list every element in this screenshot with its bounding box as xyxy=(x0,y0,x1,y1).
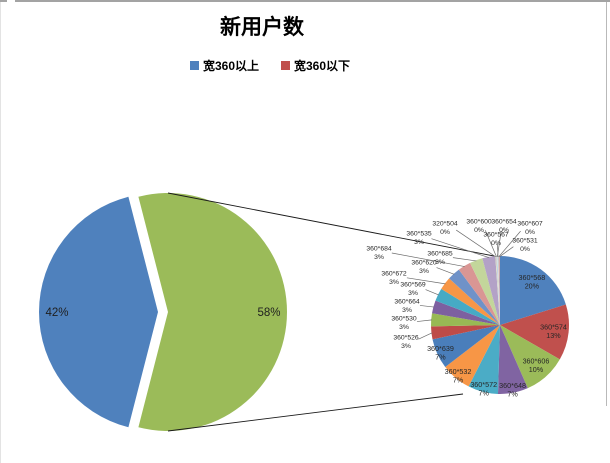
left-border-line xyxy=(0,2,1,463)
label-leader-line xyxy=(452,257,477,262)
label-leader-line xyxy=(418,332,433,340)
secondary-pie-slice-360x607[interactable] xyxy=(498,256,500,325)
secondary-pie-slice-360x648[interactable] xyxy=(497,325,528,395)
slice-label: 360*531 0% xyxy=(512,238,538,254)
secondary-pie-slice-360x620[interactable] xyxy=(449,269,500,325)
secondary-pie-slice-360x572[interactable] xyxy=(468,325,500,394)
slice-label: 360*606 10% xyxy=(523,357,550,375)
main-pie-percent-label: 42% xyxy=(45,307,68,319)
slice-label: 360*648 7% xyxy=(499,381,526,399)
slice-label: 360*572 7% xyxy=(470,380,497,398)
top-border-line xyxy=(0,0,610,2)
legend: 宽360以上 宽360以下 xyxy=(0,57,540,74)
secondary-pie-slice-360x526[interactable] xyxy=(431,325,500,340)
secondary-pie-slice-360x569[interactable] xyxy=(435,288,500,325)
legend-label: 宽360以下 xyxy=(294,59,351,73)
secondary-pie-slice-360x664[interactable] xyxy=(432,300,500,325)
label-leader-line xyxy=(406,277,446,285)
slice-label: 360*600 0% xyxy=(466,219,492,235)
main-pie-slice-58[interactable] xyxy=(138,193,287,431)
legend-swatch-red xyxy=(281,61,290,70)
secondary-pie-slice-360x574[interactable] xyxy=(500,304,569,360)
secondary-pie-slice-360x654[interactable] xyxy=(496,256,500,325)
label-leader-line xyxy=(391,252,465,267)
secondary-pie-slice-360x530[interactable] xyxy=(430,313,500,327)
slice-label: 360*526 3% xyxy=(393,335,419,351)
secondary-pie-slice-360x567[interactable] xyxy=(497,256,500,325)
secondary-pie-slice-360x568[interactable] xyxy=(500,256,566,325)
slice-label: 360*574 13% xyxy=(540,322,567,340)
label-leader-line xyxy=(419,305,435,308)
slice-label: 360*530 3% xyxy=(391,316,417,332)
slice-label: 360*567 0% xyxy=(483,232,509,248)
slice-label: 360*685 3% xyxy=(427,251,453,267)
slice-label: 360*620 3% xyxy=(411,260,437,276)
slice-label: 320*504 0% xyxy=(432,221,458,237)
secondary-pie-slice-360x684[interactable] xyxy=(458,262,500,325)
secondary-pie-slice-360x639[interactable] xyxy=(432,325,500,367)
slice-label: 360*664 3% xyxy=(394,299,420,315)
secondary-pie-slice-360x600[interactable] xyxy=(496,256,500,325)
label-leader-line xyxy=(498,230,521,257)
right-border-line xyxy=(606,2,607,406)
secondary-pie-slice-320x504[interactable] xyxy=(495,256,500,325)
slice-label: 360*535 3% xyxy=(406,231,432,247)
legend-swatch-blue xyxy=(189,61,199,70)
label-leader-line xyxy=(499,246,514,257)
label-leader-line xyxy=(416,319,432,322)
slice-label: 360*569 3% xyxy=(400,282,426,298)
slice-label: 360*607 0% xyxy=(517,221,543,237)
series-connector-line xyxy=(167,192,495,257)
slice-label: 360*654 0% xyxy=(491,219,517,235)
top-border-notch xyxy=(7,0,15,2)
legend-label: 宽360以上 xyxy=(202,59,259,73)
label-leader-line xyxy=(436,267,455,275)
label-leader-line xyxy=(484,230,497,257)
secondary-pie-slice-360x606[interactable] xyxy=(500,325,560,389)
legend-item-under360[interactable]: 宽360以下 xyxy=(281,57,350,74)
secondary-pie-slice-360x531[interactable] xyxy=(499,256,500,325)
label-leader-line xyxy=(425,289,439,296)
slice-label: 360*672 3% xyxy=(381,271,407,287)
slice-label: 360*568 20% xyxy=(518,273,545,291)
label-leader-line xyxy=(497,243,499,257)
main-pie-slice-42[interactable] xyxy=(39,196,159,428)
slice-label: 360*639 7% xyxy=(427,344,454,362)
label-leader-line xyxy=(431,238,489,258)
label-leader-line xyxy=(456,229,496,258)
main-pie-percent-label: 58% xyxy=(257,307,280,319)
slice-label: 360*532 7% xyxy=(445,367,472,385)
chart-title: 新用户数 xyxy=(220,14,304,39)
slice-label: 360*684 3% xyxy=(366,246,392,262)
secondary-pie-slice-360x672[interactable] xyxy=(441,278,500,325)
secondary-pie-slice-360x532[interactable] xyxy=(445,325,500,387)
legend-item-over360[interactable]: 宽360以上 xyxy=(189,57,259,74)
series-connector-line xyxy=(167,393,464,432)
secondary-pie-slice-360x535[interactable] xyxy=(482,256,500,325)
secondary-pie-slice-360x685[interactable] xyxy=(470,258,500,325)
